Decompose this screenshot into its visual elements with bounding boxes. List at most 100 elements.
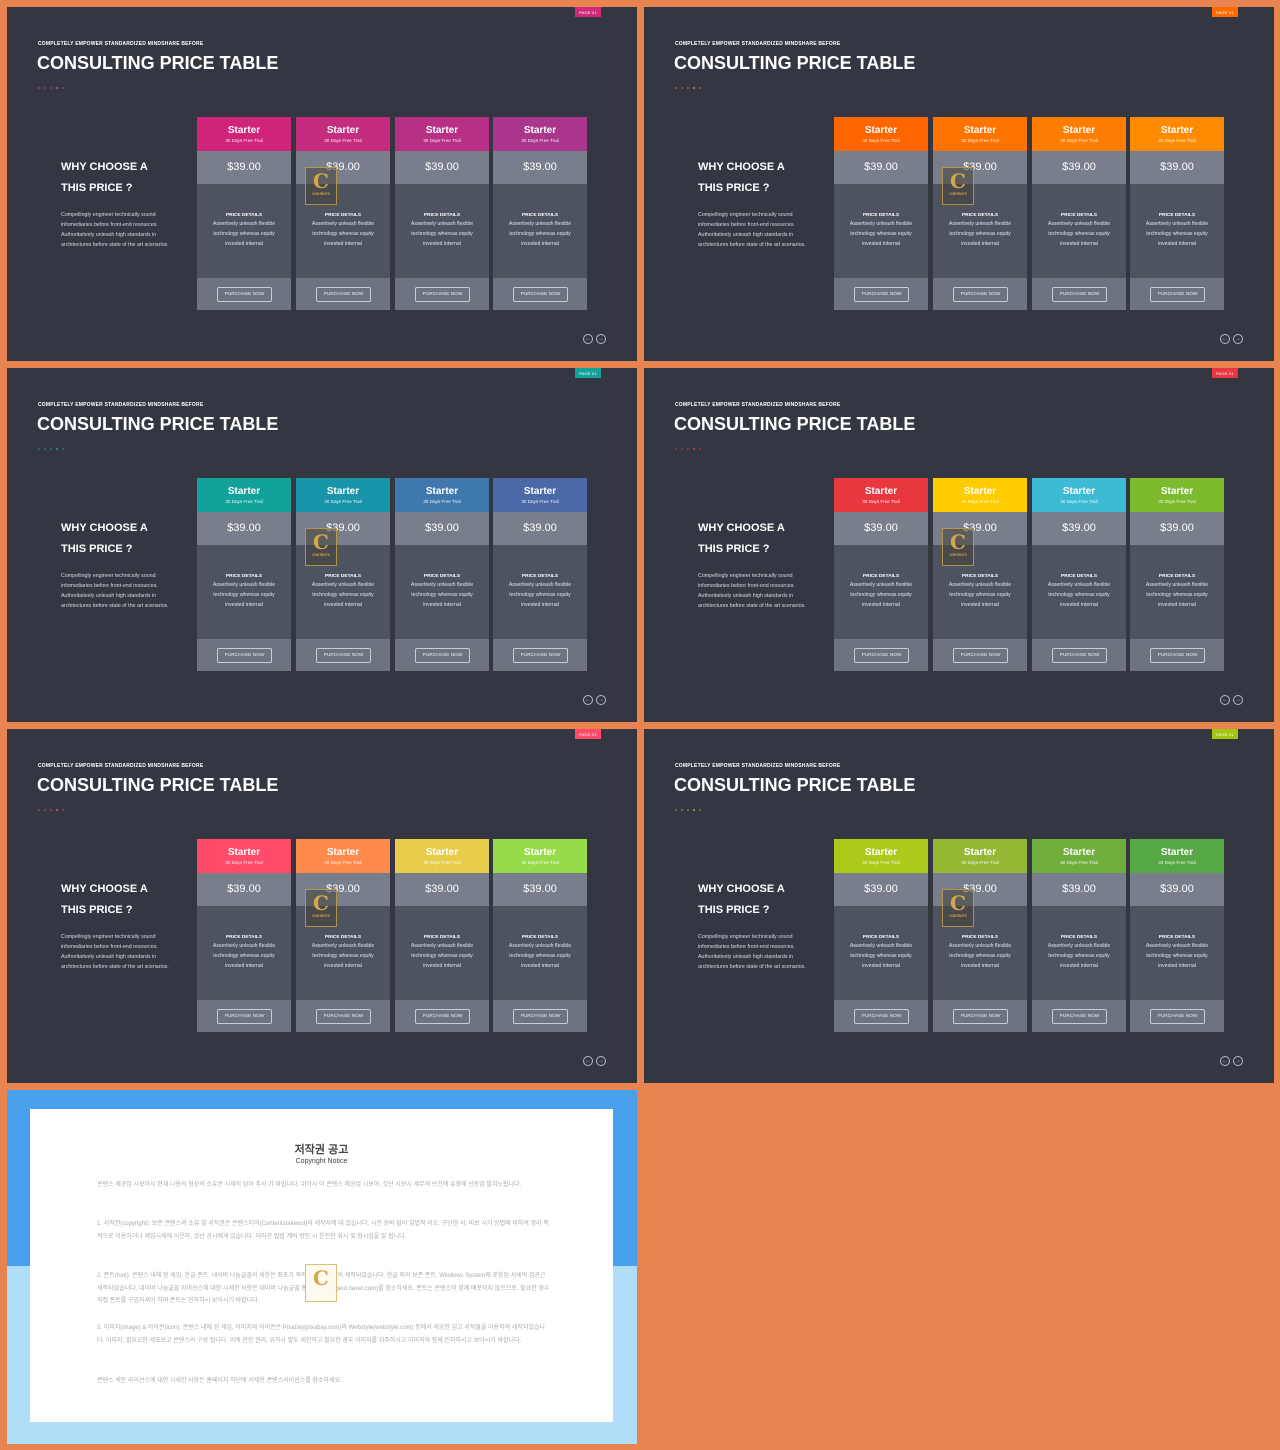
purchase-now-button[interactable]: PURCHASE NOW (1150, 1009, 1205, 1024)
plan-trial: 30 Days Free Trail (521, 860, 559, 865)
prev-arrow-icon[interactable]: ← (583, 1056, 593, 1066)
slide-dot (675, 809, 677, 811)
price-details-text: Assertively unleash flexible technology … (849, 221, 913, 248)
purchase-now-button[interactable]: PURCHASE NOW (513, 1009, 568, 1024)
next-arrow-icon[interactable]: → (596, 334, 606, 344)
slide-title: CONSULTING PRICE TABLE (674, 53, 916, 73)
contents-logo-icon: C (305, 1264, 337, 1302)
price-details: PRICE DETAILS Assertively unleash flexib… (1038, 574, 1120, 611)
purchase-now-button[interactable]: PURCHASE NOW (854, 287, 909, 302)
next-arrow-icon[interactable]: → (1233, 334, 1243, 344)
price-card: Starter 30 Days Free Trail $39.00 PRICE … (395, 117, 489, 310)
slide-nav: ← → (1220, 695, 1243, 705)
price-details-label: PRICE DETAILS (1060, 574, 1098, 579)
slide-kicker: COMPLETELY EMPOWER STANDARDIZED MINDSHAR… (38, 402, 204, 408)
plan-name: Starter (425, 125, 459, 136)
plan-trial: 30 Days Free Trail (225, 860, 263, 865)
card-header: Starter 30 Days Free Trail (834, 839, 928, 873)
card-header: Starter 30 Days Free Trail (933, 117, 1027, 151)
plan-name: Starter (864, 486, 898, 497)
purchase-now-button[interactable]: PURCHASE NOW (953, 648, 1008, 663)
price-details: PRICE DETAILS Assertively unleash flexib… (1038, 935, 1120, 972)
plan-trial: 30 Days Free Trail (225, 138, 263, 143)
card-footer: PURCHASE NOW (1130, 639, 1224, 671)
plan-name: Starter (1160, 125, 1194, 136)
purchase-now-button[interactable]: PURCHASE NOW (854, 1009, 909, 1024)
plan-trial: 30 Days Free Trail (324, 860, 362, 865)
plan-trial: 30 Days Free Trail (862, 499, 900, 504)
purchase-now-button[interactable]: PURCHASE NOW (953, 287, 1008, 302)
next-arrow-icon[interactable]: → (1233, 695, 1243, 705)
slide-dot-active (693, 448, 695, 450)
plan-price: $39.00 (197, 151, 291, 184)
purchase-now-button[interactable]: PURCHASE NOW (953, 1009, 1008, 1024)
slide-dot-active (56, 87, 58, 89)
purchase-now-button[interactable]: PURCHASE NOW (854, 648, 909, 663)
prev-arrow-icon[interactable]: ← (1220, 334, 1230, 344)
plan-name: Starter (227, 125, 261, 136)
purchase-now-button[interactable]: PURCHASE NOW (415, 1009, 470, 1024)
next-arrow-icon[interactable]: → (596, 695, 606, 705)
price-details-label: PRICE DETAILS (961, 935, 999, 940)
why-description: Compellingly engineer technically sound … (698, 573, 806, 609)
purchase-now-button[interactable]: PURCHASE NOW (217, 648, 272, 663)
price-details-text: Assertively unleash flexible technology … (948, 221, 1012, 248)
card-footer: PURCHASE NOW (296, 278, 390, 310)
slide-dot (687, 87, 689, 89)
next-arrow-icon[interactable]: → (1233, 1056, 1243, 1066)
card-header: Starter 30 Days Free Trail (395, 478, 489, 512)
plan-trial: 30 Days Free Trail (324, 138, 362, 143)
price-details: PRICE DETAILS Assertively unleash flexib… (939, 213, 1021, 250)
purchase-now-button[interactable]: PURCHASE NOW (1052, 1009, 1107, 1024)
card-header: Starter 30 Days Free Trail (197, 478, 291, 512)
price-details-text: Assertively unleash flexible technology … (508, 582, 572, 609)
why-heading-line-1: WHY CHOOSE A (698, 883, 785, 895)
purchase-now-button[interactable]: PURCHASE NOW (415, 287, 470, 302)
purchase-now-button[interactable]: PURCHASE NOW (513, 287, 568, 302)
slide-dot (50, 87, 52, 89)
price-details: PRICE DETAILS Assertively unleash flexib… (203, 213, 285, 250)
purchase-now-button[interactable]: PURCHASE NOW (1150, 648, 1205, 663)
price-details-label: PRICE DETAILS (521, 574, 559, 579)
prev-arrow-icon[interactable]: ← (583, 695, 593, 705)
purchase-now-button[interactable]: PURCHASE NOW (1052, 648, 1107, 663)
price-details: PRICE DETAILS Assertively unleash flexib… (302, 574, 384, 611)
price-details: PRICE DETAILS Assertively unleash flexib… (1136, 935, 1218, 972)
plan-trial: 30 Days Free Trail (324, 499, 362, 504)
purchase-now-button[interactable]: PURCHASE NOW (217, 287, 272, 302)
price-details: PRICE DETAILS Assertively unleash flexib… (203, 935, 285, 972)
price-details-text: Assertively unleash flexible technology … (410, 221, 474, 248)
price-details-text: Assertively unleash flexible technology … (849, 943, 913, 970)
card-header: Starter 30 Days Free Trail (1032, 839, 1126, 873)
purchase-now-button[interactable]: PURCHASE NOW (217, 1009, 272, 1024)
why-heading-line-1: WHY CHOOSE A (61, 161, 148, 173)
purchase-now-button[interactable]: PURCHASE NOW (316, 287, 371, 302)
next-arrow-icon[interactable]: → (596, 1056, 606, 1066)
card-header: Starter 30 Days Free Trail (197, 117, 291, 151)
price-details-text: Assertively unleash flexible technology … (311, 943, 375, 970)
slide-dot-active (56, 809, 58, 811)
slide-dot (675, 87, 677, 89)
plan-trial: 30 Days Free Trail (521, 499, 559, 504)
purchase-now-button[interactable]: PURCHASE NOW (415, 648, 470, 663)
plan-trial: 30 Days Free Trail (961, 138, 999, 143)
purchase-now-button[interactable]: PURCHASE NOW (1052, 287, 1107, 302)
price-details-label: PRICE DETAILS (862, 935, 900, 940)
price-card: Starter 30 Days Free Trail $39.00 PRICE … (1130, 117, 1224, 310)
contents-logo-icon: C CONTENTS (305, 889, 337, 927)
purchase-now-button[interactable]: PURCHASE NOW (316, 648, 371, 663)
purchase-now-button[interactable]: PURCHASE NOW (316, 1009, 371, 1024)
slide-nav: ← → (583, 695, 606, 705)
card-footer: PURCHASE NOW (493, 1000, 587, 1032)
purchase-now-button[interactable]: PURCHASE NOW (513, 648, 568, 663)
purchase-now-button[interactable]: PURCHASE NOW (1150, 287, 1205, 302)
prev-arrow-icon[interactable]: ← (1220, 1056, 1230, 1066)
price-details-label: PRICE DETAILS (862, 213, 900, 218)
plan-price: $39.00 (493, 512, 587, 545)
price-details: PRICE DETAILS Assertively unleash flexib… (840, 213, 922, 250)
prev-arrow-icon[interactable]: ← (583, 334, 593, 344)
card-header: Starter 30 Days Free Trail (197, 839, 291, 873)
price-slide: PAGE 01 COMPLETELY EMPOWER STANDARDIZED … (7, 7, 637, 361)
prev-arrow-icon[interactable]: ← (1220, 695, 1230, 705)
card-footer: PURCHASE NOW (834, 639, 928, 671)
